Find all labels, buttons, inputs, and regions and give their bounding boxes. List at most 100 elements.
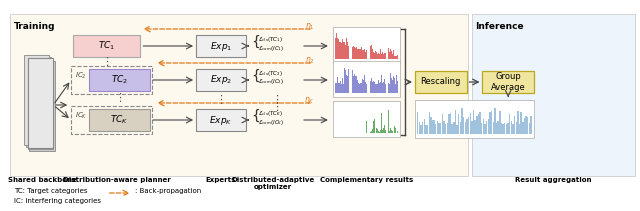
Text: ⋮: ⋮ [271, 102, 282, 112]
Bar [380, 82, 381, 93]
Text: Distribution-aware planner: Distribution-aware planner [63, 177, 171, 183]
Bar [420, 125, 422, 134]
Bar [529, 123, 530, 134]
Bar [455, 110, 456, 134]
Bar [349, 46, 351, 59]
Bar [425, 125, 427, 134]
Bar [476, 116, 477, 134]
Bar [385, 130, 387, 133]
Bar [392, 80, 393, 93]
Text: $\mathcal{L}_{com}(IC_K)$: $\mathcal{L}_{com}(IC_K)$ [259, 118, 285, 127]
Bar [388, 84, 390, 93]
Bar [440, 123, 442, 134]
Bar [362, 79, 363, 93]
Bar [463, 117, 465, 134]
Bar [392, 54, 393, 59]
Bar [364, 49, 365, 59]
Bar [460, 122, 461, 134]
Text: $\mathcal{L}_{cls}(TC_2)$: $\mathcal{L}_{cls}(TC_2)$ [259, 69, 284, 77]
Bar [376, 53, 377, 59]
Bar [353, 46, 354, 59]
Bar [417, 112, 419, 134]
Bar [351, 70, 353, 93]
Bar [341, 84, 342, 93]
Bar [517, 111, 518, 134]
Text: $\mathit{IC}_K$: $\mathit{IC}_K$ [75, 111, 87, 121]
Text: $\mathcal{L}_{cls}(TC_1)$: $\mathcal{L}_{cls}(TC_1)$ [259, 35, 284, 43]
Bar [377, 129, 378, 133]
Bar [371, 78, 372, 93]
Bar [385, 53, 387, 59]
Bar [378, 80, 379, 93]
Bar [377, 54, 378, 59]
Text: ⋮: ⋮ [114, 93, 125, 103]
Bar [391, 51, 392, 59]
Bar [354, 74, 355, 93]
Bar [340, 81, 341, 93]
FancyBboxPatch shape [29, 61, 55, 151]
Bar [370, 132, 371, 133]
FancyBboxPatch shape [24, 55, 49, 145]
Bar [71, 106, 152, 134]
Bar [488, 119, 489, 134]
Bar [346, 38, 348, 59]
Text: $\{$: $\{$ [252, 34, 260, 50]
Bar [486, 121, 488, 134]
Text: ⋮: ⋮ [215, 95, 227, 105]
Bar [375, 51, 376, 59]
FancyBboxPatch shape [333, 101, 400, 137]
Bar [388, 52, 390, 59]
Bar [519, 124, 520, 134]
Bar [388, 131, 390, 133]
Bar [499, 111, 500, 134]
Bar [461, 108, 463, 134]
Bar [473, 110, 474, 134]
Bar [395, 56, 396, 59]
Bar [360, 83, 361, 93]
Bar [396, 56, 397, 59]
Bar [370, 46, 371, 59]
Bar [374, 119, 375, 133]
Text: $\mathit{IC}_2$: $\mathit{IC}_2$ [76, 71, 87, 81]
Bar [424, 119, 425, 134]
Bar [367, 79, 369, 93]
Bar [365, 51, 366, 59]
Text: Distributed-adaptive
optimizer: Distributed-adaptive optimizer [232, 177, 315, 190]
Text: $\mathit{Exp}_2$: $\mathit{Exp}_2$ [210, 73, 232, 87]
Bar [394, 126, 395, 133]
Bar [344, 68, 345, 93]
Bar [493, 122, 494, 134]
Bar [373, 52, 374, 59]
Text: Training: Training [13, 22, 55, 31]
Text: $\mathit{TC}_1$: $\mathit{TC}_1$ [98, 40, 115, 52]
Bar [391, 78, 392, 93]
Bar [341, 43, 342, 59]
Text: $\mathcal{L}_{cls}(TC_K)$: $\mathcal{L}_{cls}(TC_K)$ [259, 108, 284, 118]
Bar [382, 83, 383, 93]
Bar [380, 130, 381, 133]
Bar [432, 120, 433, 134]
FancyBboxPatch shape [26, 57, 51, 147]
Bar [378, 53, 379, 59]
Bar [465, 122, 466, 134]
Bar [377, 84, 378, 93]
Text: $\eta_2$: $\eta_2$ [305, 54, 315, 65]
Bar [376, 128, 377, 133]
Bar [419, 122, 420, 134]
Bar [394, 78, 395, 93]
Bar [382, 130, 383, 133]
Bar [336, 33, 337, 59]
Bar [504, 123, 506, 134]
Bar [338, 83, 339, 93]
Text: Result aggregation: Result aggregation [515, 177, 591, 183]
Bar [445, 124, 446, 134]
Bar [500, 123, 502, 134]
Text: $\mathit{TC}_2$: $\mathit{TC}_2$ [111, 74, 128, 86]
FancyBboxPatch shape [415, 100, 534, 138]
Text: $\mathit{Exp}_K$: $\mathit{Exp}_K$ [209, 114, 232, 127]
Bar [422, 122, 423, 134]
FancyBboxPatch shape [28, 59, 53, 149]
Bar [395, 84, 396, 93]
Bar [478, 114, 479, 134]
Bar [337, 77, 338, 93]
